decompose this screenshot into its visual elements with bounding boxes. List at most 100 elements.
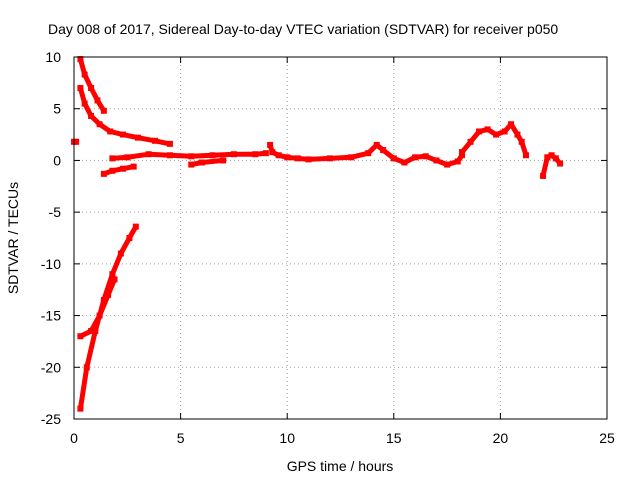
- data-point: [493, 131, 500, 138]
- y-tick-label: -20: [41, 359, 61, 375]
- data-point: [100, 170, 107, 177]
- data-point: [77, 85, 84, 92]
- data-point: [508, 121, 515, 128]
- data-point: [134, 134, 141, 141]
- data-point: [230, 151, 237, 158]
- series-segment: [101, 164, 137, 177]
- data-point: [557, 160, 564, 167]
- y-tick-label: -25: [41, 411, 61, 427]
- data-point: [459, 152, 466, 159]
- data-point: [305, 156, 312, 163]
- data-point: [100, 107, 107, 114]
- grid: [74, 57, 607, 419]
- data-point: [88, 328, 95, 335]
- data-point: [94, 97, 101, 104]
- data-point: [109, 155, 116, 162]
- x-tick-label: 10: [279, 430, 295, 446]
- data-point: [252, 151, 259, 158]
- data-point: [373, 141, 380, 148]
- data-point: [81, 71, 88, 78]
- data-point: [117, 250, 124, 257]
- data-point: [166, 152, 173, 159]
- x-axis-title: GPS time / hours: [287, 458, 394, 474]
- data-point: [77, 56, 84, 63]
- data-point: [540, 172, 547, 179]
- series-sdtvar: [71, 56, 564, 412]
- data-point: [275, 152, 282, 159]
- data-point: [107, 128, 114, 135]
- data-point: [548, 152, 555, 159]
- data-point: [412, 154, 419, 161]
- data-point: [81, 100, 88, 107]
- data-point: [444, 161, 451, 168]
- data-point: [522, 152, 529, 159]
- data-point: [130, 163, 137, 170]
- data-point: [166, 140, 173, 147]
- data-point: [73, 138, 80, 145]
- data-point: [96, 121, 103, 128]
- data-point: [188, 153, 195, 160]
- data-point: [380, 147, 387, 154]
- data-point: [77, 405, 84, 412]
- chart-title: Day 008 of 2017, Sidereal Day-to-day VTE…: [48, 21, 558, 37]
- data-point: [484, 126, 491, 133]
- y-tick-label: 5: [53, 101, 61, 117]
- data-point: [422, 153, 429, 160]
- data-point: [152, 137, 159, 144]
- data-point: [109, 271, 116, 278]
- y-tick-label: -15: [41, 308, 61, 324]
- data-point: [124, 154, 131, 161]
- y-tick-labels: 10 5 0 -5 -10 -15 -20 -25: [41, 49, 61, 427]
- x-tick-label: 5: [177, 430, 185, 446]
- data-point: [109, 167, 116, 174]
- data-point: [518, 138, 525, 145]
- data-point: [77, 333, 84, 340]
- data-point: [544, 154, 551, 161]
- y-tick-label: -5: [49, 204, 62, 220]
- data-point: [132, 223, 139, 230]
- data-point: [365, 150, 372, 157]
- data-point: [88, 112, 95, 119]
- data-point: [188, 161, 195, 168]
- data-point: [454, 158, 461, 165]
- x-tick-label: 20: [493, 430, 509, 446]
- data-point: [476, 128, 483, 135]
- data-point: [294, 155, 301, 162]
- data-point: [111, 276, 118, 283]
- data-point: [390, 155, 397, 162]
- series-segment: [459, 121, 529, 158]
- data-point: [88, 85, 95, 92]
- x-tick-labels: 0 5 10 15 20 25: [70, 430, 615, 446]
- data-point: [145, 151, 152, 158]
- data-point: [92, 328, 99, 335]
- data-point: [459, 149, 466, 156]
- y-tick-label: 0: [53, 152, 61, 168]
- data-point: [262, 150, 269, 157]
- y-tick-label: 10: [45, 49, 61, 65]
- data-point: [220, 157, 227, 164]
- plot-frame: [73, 56, 608, 420]
- data-point: [267, 141, 274, 148]
- data-point: [198, 159, 205, 166]
- data-point: [209, 152, 216, 159]
- data-point: [326, 155, 333, 162]
- x-tick-label: 15: [386, 430, 402, 446]
- y-tick-label: -10: [41, 256, 61, 272]
- data-point: [348, 154, 355, 161]
- data-point: [514, 131, 521, 138]
- data-point: [401, 159, 408, 166]
- data-point: [552, 155, 559, 162]
- data-point: [83, 364, 90, 371]
- x-tick-label: 25: [599, 430, 615, 446]
- data-point: [284, 154, 291, 161]
- data-point: [269, 149, 276, 156]
- y-axis-title: SDTVAR / TECUs: [5, 182, 21, 294]
- data-point: [501, 128, 508, 135]
- data-point: [120, 131, 127, 138]
- data-point: [120, 165, 127, 172]
- data-point: [126, 235, 133, 241]
- data-point: [96, 312, 103, 319]
- data-point: [433, 157, 440, 164]
